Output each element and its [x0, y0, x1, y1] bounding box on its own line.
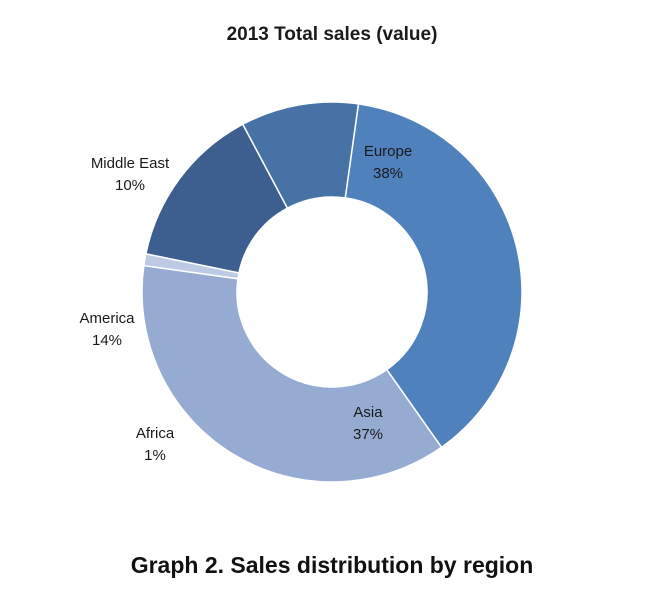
data-label-category: Middle East	[91, 155, 170, 172]
data-label-america: America 14%	[79, 310, 135, 349]
figure-caption: Graph 2. Sales distribution by region	[130, 552, 534, 578]
data-label-percent: 14%	[92, 332, 122, 349]
data-label-europe: Europe 38%	[364, 143, 412, 182]
data-label-category: Asia	[353, 404, 383, 421]
slice-middle-east	[241, 101, 360, 210]
data-label-africa: Africa 1%	[136, 425, 175, 464]
data-label-category: Africa	[136, 425, 175, 442]
data-label-percent: 38%	[373, 165, 403, 182]
data-label-percent: 37%	[353, 426, 383, 443]
data-label-middle-east: Middle East 10%	[91, 155, 170, 194]
data-label-percent: 10%	[115, 177, 145, 194]
slice-europe	[344, 103, 523, 449]
data-label-asia: Asia 37%	[353, 404, 383, 443]
data-label-category: America	[79, 310, 135, 327]
data-label-category: Europe	[364, 143, 412, 160]
slice-asia	[141, 264, 443, 483]
chart-title: 2013 Total sales (value)	[226, 24, 438, 45]
data-label-percent: 1%	[144, 447, 166, 464]
